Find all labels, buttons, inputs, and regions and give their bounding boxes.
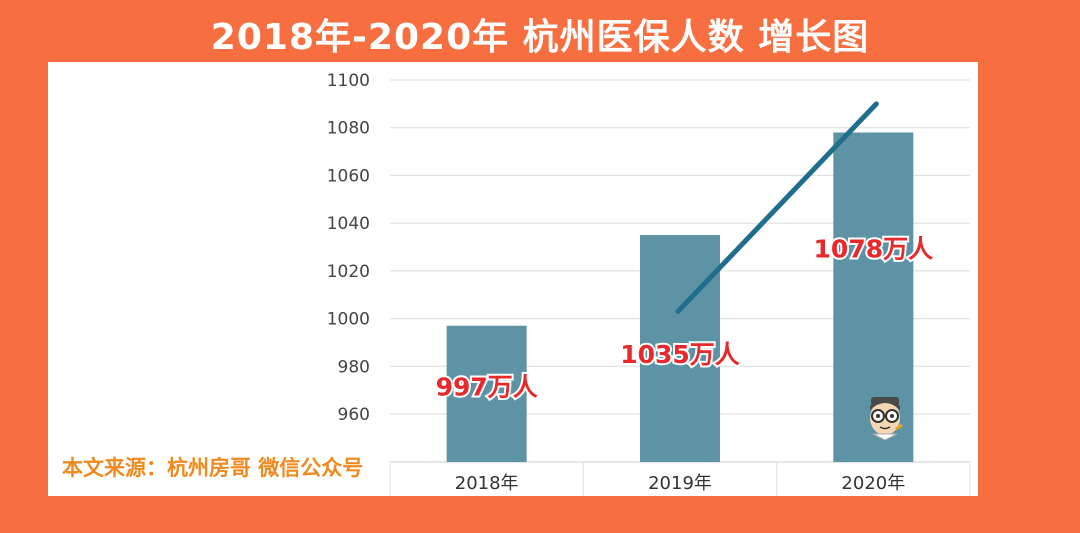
trend-line	[675, 101, 879, 314]
y-tick-label: 980	[338, 357, 370, 377]
x-tick-label: 2019年	[648, 473, 712, 494]
y-tick-label: 1060	[327, 166, 370, 186]
data-label: 997万人	[436, 373, 538, 402]
source-note: 本文来源：杭州房哥 微信公众号	[62, 456, 364, 480]
bar-chart: 960 980 1000 1020 1040 1060 1080 1100 2018年 2019年…	[327, 71, 971, 496]
y-tick-label: 1000	[327, 310, 370, 330]
data-label: 1078万人	[814, 234, 934, 263]
y-tick-label: 1080	[327, 119, 370, 139]
bar-2019年	[640, 235, 720, 462]
data-label: 1035万人	[620, 340, 740, 369]
chart-panel: 960 980 1000 1020 1040 1060 1080 1100 2018年 2019年…	[48, 62, 978, 496]
y-tick-label: 960	[338, 405, 370, 425]
bar-2018年	[446, 325, 527, 462]
y-tick-label: 1020	[327, 262, 370, 282]
x-tick-label: 2018年	[455, 473, 519, 494]
page-title: 2018年-2020年 杭州医保人数 增长图	[210, 17, 870, 58]
cartoon-face-avatar-icon	[870, 397, 903, 440]
y-tick-label: 1040	[327, 214, 370, 234]
x-tick-label: 2020年	[841, 473, 905, 494]
y-tick-label: 1100	[327, 71, 370, 91]
